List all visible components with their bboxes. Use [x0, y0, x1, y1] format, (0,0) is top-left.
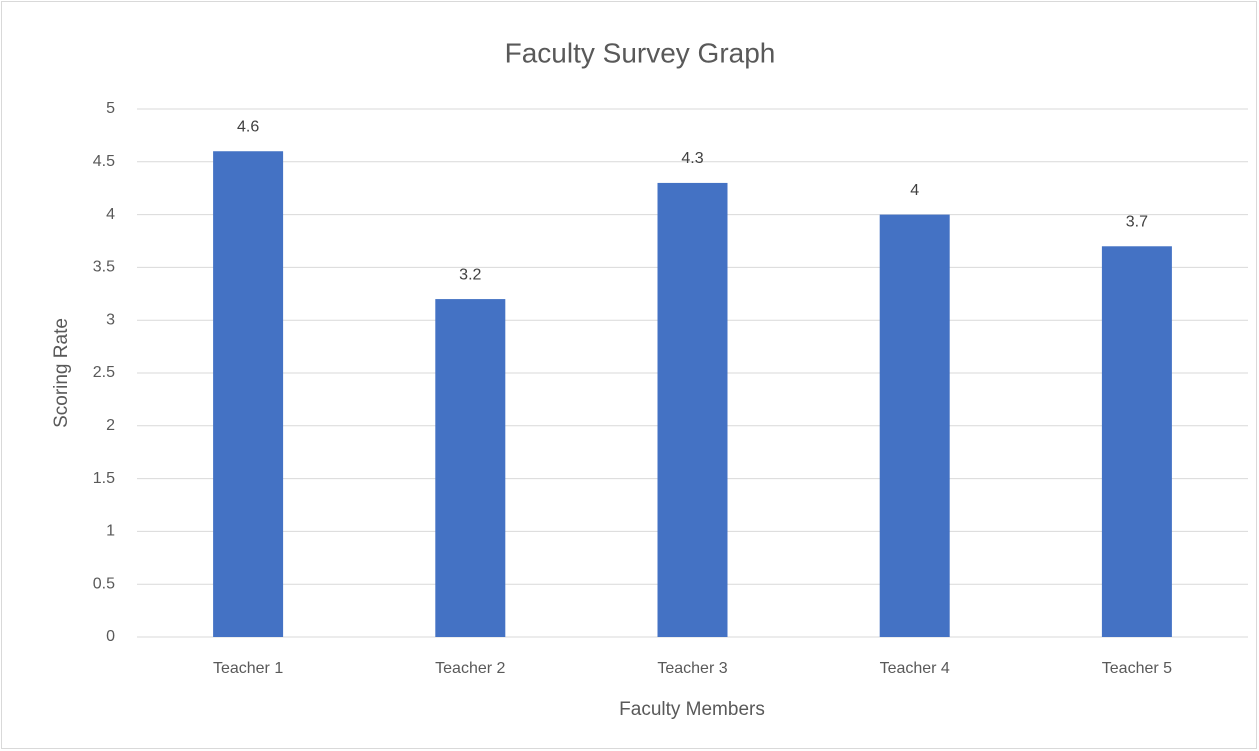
x-tick-label: Teacher 1: [213, 660, 283, 677]
y-axis-title: Scoring Rate: [51, 318, 72, 428]
bar: [879, 214, 950, 637]
bar: [213, 151, 284, 638]
chart-title: Faculty Survey Graph: [505, 37, 776, 68]
y-tick-label: 0.5: [93, 575, 115, 592]
bar: [1101, 246, 1172, 637]
y-tick-label: 4.5: [93, 153, 115, 170]
data-label: 4.3: [681, 150, 703, 167]
x-axis-title: Faculty Members: [619, 699, 765, 720]
y-tick-label: 3.5: [93, 259, 115, 276]
data-label: 4: [910, 182, 919, 199]
x-tick-label: Teacher 3: [657, 660, 727, 677]
x-tick-label: Teacher 4: [880, 660, 950, 677]
y-tick-label: 0: [106, 628, 115, 645]
x-tick-label: Teacher 2: [435, 660, 505, 677]
y-tick-label: 1: [106, 523, 115, 540]
y-tick-label: 2: [106, 417, 115, 434]
y-tick-label: 1.5: [93, 470, 115, 487]
bar: [657, 182, 728, 638]
data-label: 3.7: [1126, 213, 1148, 230]
data-label: 3.2: [459, 266, 481, 283]
x-tick-label: Teacher 5: [1102, 660, 1172, 677]
y-tick-label: 3: [106, 311, 115, 328]
y-tick-label: 4: [106, 206, 115, 223]
bar: [435, 299, 506, 637]
data-label: 4.6: [237, 118, 259, 135]
y-tick-label: 5: [106, 100, 115, 117]
y-tick-label: 2.5: [93, 364, 115, 381]
